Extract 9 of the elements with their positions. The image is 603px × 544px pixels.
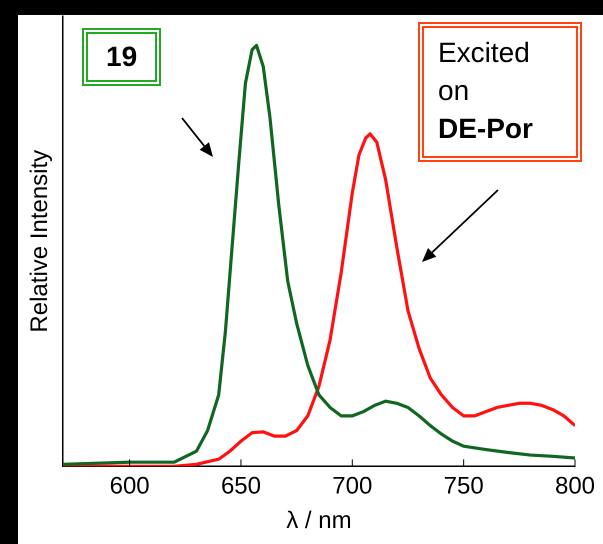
x-tick-label: 600	[110, 472, 150, 500]
annotation: 19	[82, 28, 162, 86]
y-axis-title: Relative Intensity	[26, 150, 54, 333]
x-tick-label: 700	[332, 472, 372, 500]
x-tick-label: 650	[220, 472, 261, 500]
annotation: Excited on DE-Por	[418, 22, 582, 162]
x-tick-label: 800	[554, 472, 596, 500]
x-axis-title: λ / nm	[286, 507, 352, 534]
x-tick-label: 750	[444, 472, 484, 500]
